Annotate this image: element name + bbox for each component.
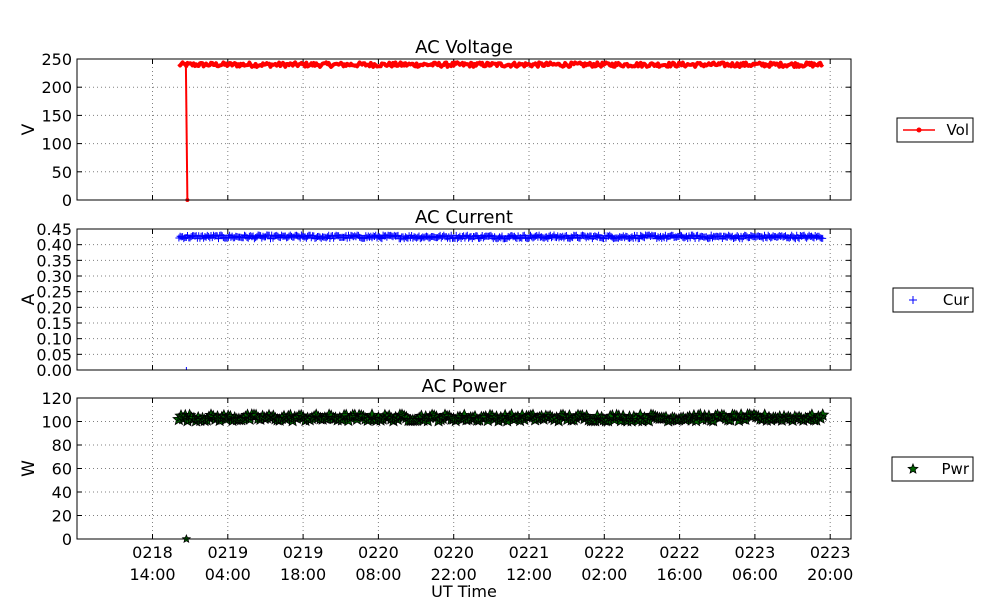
- current-points: [175, 231, 827, 243]
- y-tick-label: 200: [41, 78, 72, 97]
- legend-marker: [909, 296, 917, 304]
- y-tick-label: 50: [52, 163, 72, 182]
- x-tick-label-time: 16:00: [657, 565, 703, 584]
- x-tick-label-time: 04:00: [205, 565, 251, 584]
- y-tick-label: 0.30: [36, 267, 72, 286]
- y-tick-label: 0.35: [36, 251, 72, 270]
- y-tick-label: 250: [41, 50, 72, 69]
- x-tick-label-date: 0218: [132, 543, 173, 562]
- x-tick-label-time: 20:00: [807, 565, 853, 584]
- y-tick-label: 40: [52, 483, 72, 502]
- legend-marker: [916, 127, 922, 133]
- series-pwr: [172, 408, 830, 544]
- y-tick-label: 0.10: [36, 330, 72, 349]
- legend-label: Pwr: [942, 460, 970, 478]
- x-tick-label-date: 0223: [735, 543, 776, 562]
- legend-pwr: Pwr: [891, 456, 974, 482]
- panel-title: AC Voltage: [415, 37, 513, 58]
- y-tick-label: 120: [41, 389, 72, 408]
- y-tick-label: 0: [62, 191, 72, 210]
- series-vol: [177, 60, 825, 202]
- x-tick-label-date: 0222: [659, 543, 700, 562]
- y-tick-label: 20: [52, 507, 72, 526]
- y-tick-label: 100: [41, 135, 72, 154]
- x-tick-label-time: 06:00: [732, 565, 778, 584]
- panel-title: AC Power: [422, 376, 507, 397]
- y-tick-label: 0.15: [36, 314, 72, 333]
- y-tick-label: 0.00: [36, 361, 72, 380]
- x-tick-label-date: 0219: [207, 543, 248, 562]
- legend-label: Cur: [943, 291, 970, 309]
- x-tick-label-time: 08:00: [355, 565, 401, 584]
- x-tick-label-date: 0223: [810, 543, 851, 562]
- y-tick-label: 0.20: [36, 298, 72, 317]
- legend-box: [891, 456, 974, 482]
- y-tick-label: 60: [52, 460, 72, 479]
- y-tick-label: 150: [41, 106, 72, 125]
- x-tick-label-time: 18:00: [280, 565, 326, 584]
- x-tick-label-time: 14:00: [129, 565, 175, 584]
- legend-vol: Vol: [896, 117, 974, 143]
- x-axis-label: UT Time: [431, 582, 497, 600]
- y-axis-label: W: [19, 460, 39, 477]
- legend-marker: [907, 462, 919, 474]
- legend-box: [892, 287, 974, 313]
- x-tick-label-date: 0221: [509, 543, 550, 562]
- y-axis-label: A: [19, 293, 39, 305]
- y-tick-label: 0.25: [36, 283, 72, 302]
- panel-cur: 0.000.050.100.150.200.250.300.350.400.45…: [19, 207, 974, 380]
- y-tick-label: 0: [62, 530, 72, 549]
- x-tick-label-time: 12:00: [506, 565, 552, 584]
- x-tick-label-time: 22:00: [431, 565, 477, 584]
- plot-frame: [76, 228, 852, 371]
- x-tick-label-date: 0220: [433, 543, 474, 562]
- legend-cur: Cur: [892, 287, 974, 313]
- x-tick-labels: 0218 14:00 0219 04:00 0219 18:00 0220 08:00 0220…: [129, 543, 853, 584]
- y-tick-label: 100: [41, 413, 72, 432]
- y-axis-label: V: [19, 123, 39, 135]
- y-tick-label: 0.40: [36, 236, 72, 255]
- voltage-line: [177, 60, 825, 69]
- x-tick-label-date: 0219: [283, 543, 324, 562]
- panel-title: AC Current: [415, 207, 513, 228]
- y-tick-label: 0.05: [36, 345, 72, 364]
- x-tick-label-time: 02:00: [581, 565, 627, 584]
- plot-frame: [76, 58, 852, 201]
- series-cur: [175, 231, 827, 370]
- y-tick-label: 80: [52, 436, 72, 455]
- legend-label: Vol: [947, 121, 969, 139]
- voltage-dropout: [184, 64, 189, 201]
- panel-vol: 0 50 100 150 200 250 AC Voltage V Vol: [19, 37, 974, 210]
- y-tick-label: 0.45: [36, 220, 72, 239]
- panel-pwr: 0 20 40 60 80 100 120 AC Power W Pwr: [19, 376, 974, 549]
- x-tick-label-date: 0220: [358, 543, 399, 562]
- plot-frame: [76, 397, 852, 540]
- x-tick-label-date: 0222: [584, 543, 625, 562]
- power-points: [172, 408, 830, 427]
